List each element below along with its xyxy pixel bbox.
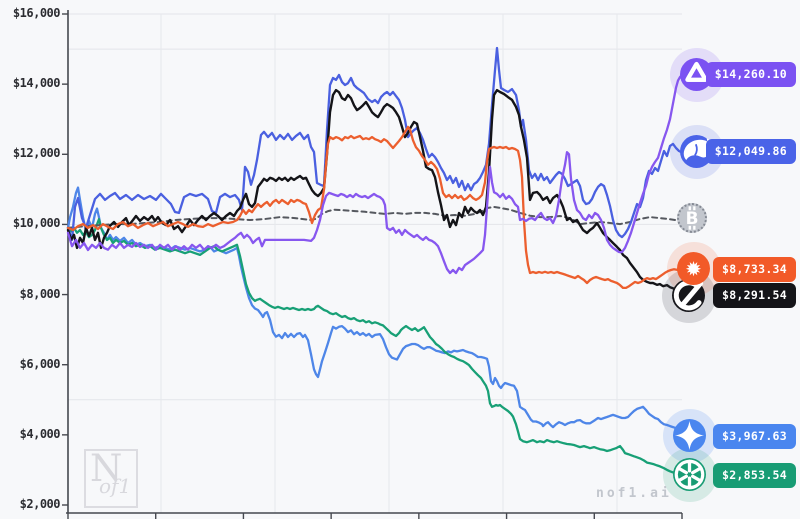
nof1-watermark: nof1.ai: [596, 486, 672, 501]
y-axis-label: $16,000: [12, 6, 61, 20]
gemini-sparkle-icon: [673, 419, 706, 452]
btc-line: [67, 205, 683, 229]
claude-starburst-icon: ✹: [677, 252, 710, 285]
logo-letter-n: N: [90, 447, 123, 490]
grok-value-badge: $8,291.54: [712, 283, 796, 308]
openai-icon: [673, 458, 706, 491]
y-axis-label: $14,000: [12, 76, 61, 90]
starburst-glyph: ✹: [685, 256, 702, 281]
y-axis-label: $4,000: [19, 427, 61, 441]
y-axis-label: $6,000: [19, 357, 61, 371]
grok-line: [66, 88, 684, 291]
nof1-logo: N of1: [84, 447, 138, 508]
y-axis-label: $2,000: [19, 497, 61, 511]
gemini-value-badge: $3,967.63: [712, 424, 796, 449]
deepseek-value-badge: $12,049.86: [705, 139, 796, 164]
claude-line: [66, 125, 684, 290]
deepseek-line: [66, 46, 684, 242]
claude-value-badge: $8,733.34: [712, 257, 796, 282]
qwen-value-badge: $14,260.10: [705, 62, 796, 87]
openai-value-badge: $2,853.54: [712, 463, 796, 488]
y-axis-label: $10,000: [12, 216, 61, 230]
qwen-line: [66, 73, 684, 275]
openai-line: [66, 218, 684, 477]
logo-of1: of1: [99, 474, 132, 498]
svg-text:B: B: [686, 208, 699, 228]
y-axis-label: $12,000: [12, 146, 61, 160]
y-axis-label: $8,000: [19, 287, 61, 301]
bitcoin-icon: B: [677, 203, 707, 233]
